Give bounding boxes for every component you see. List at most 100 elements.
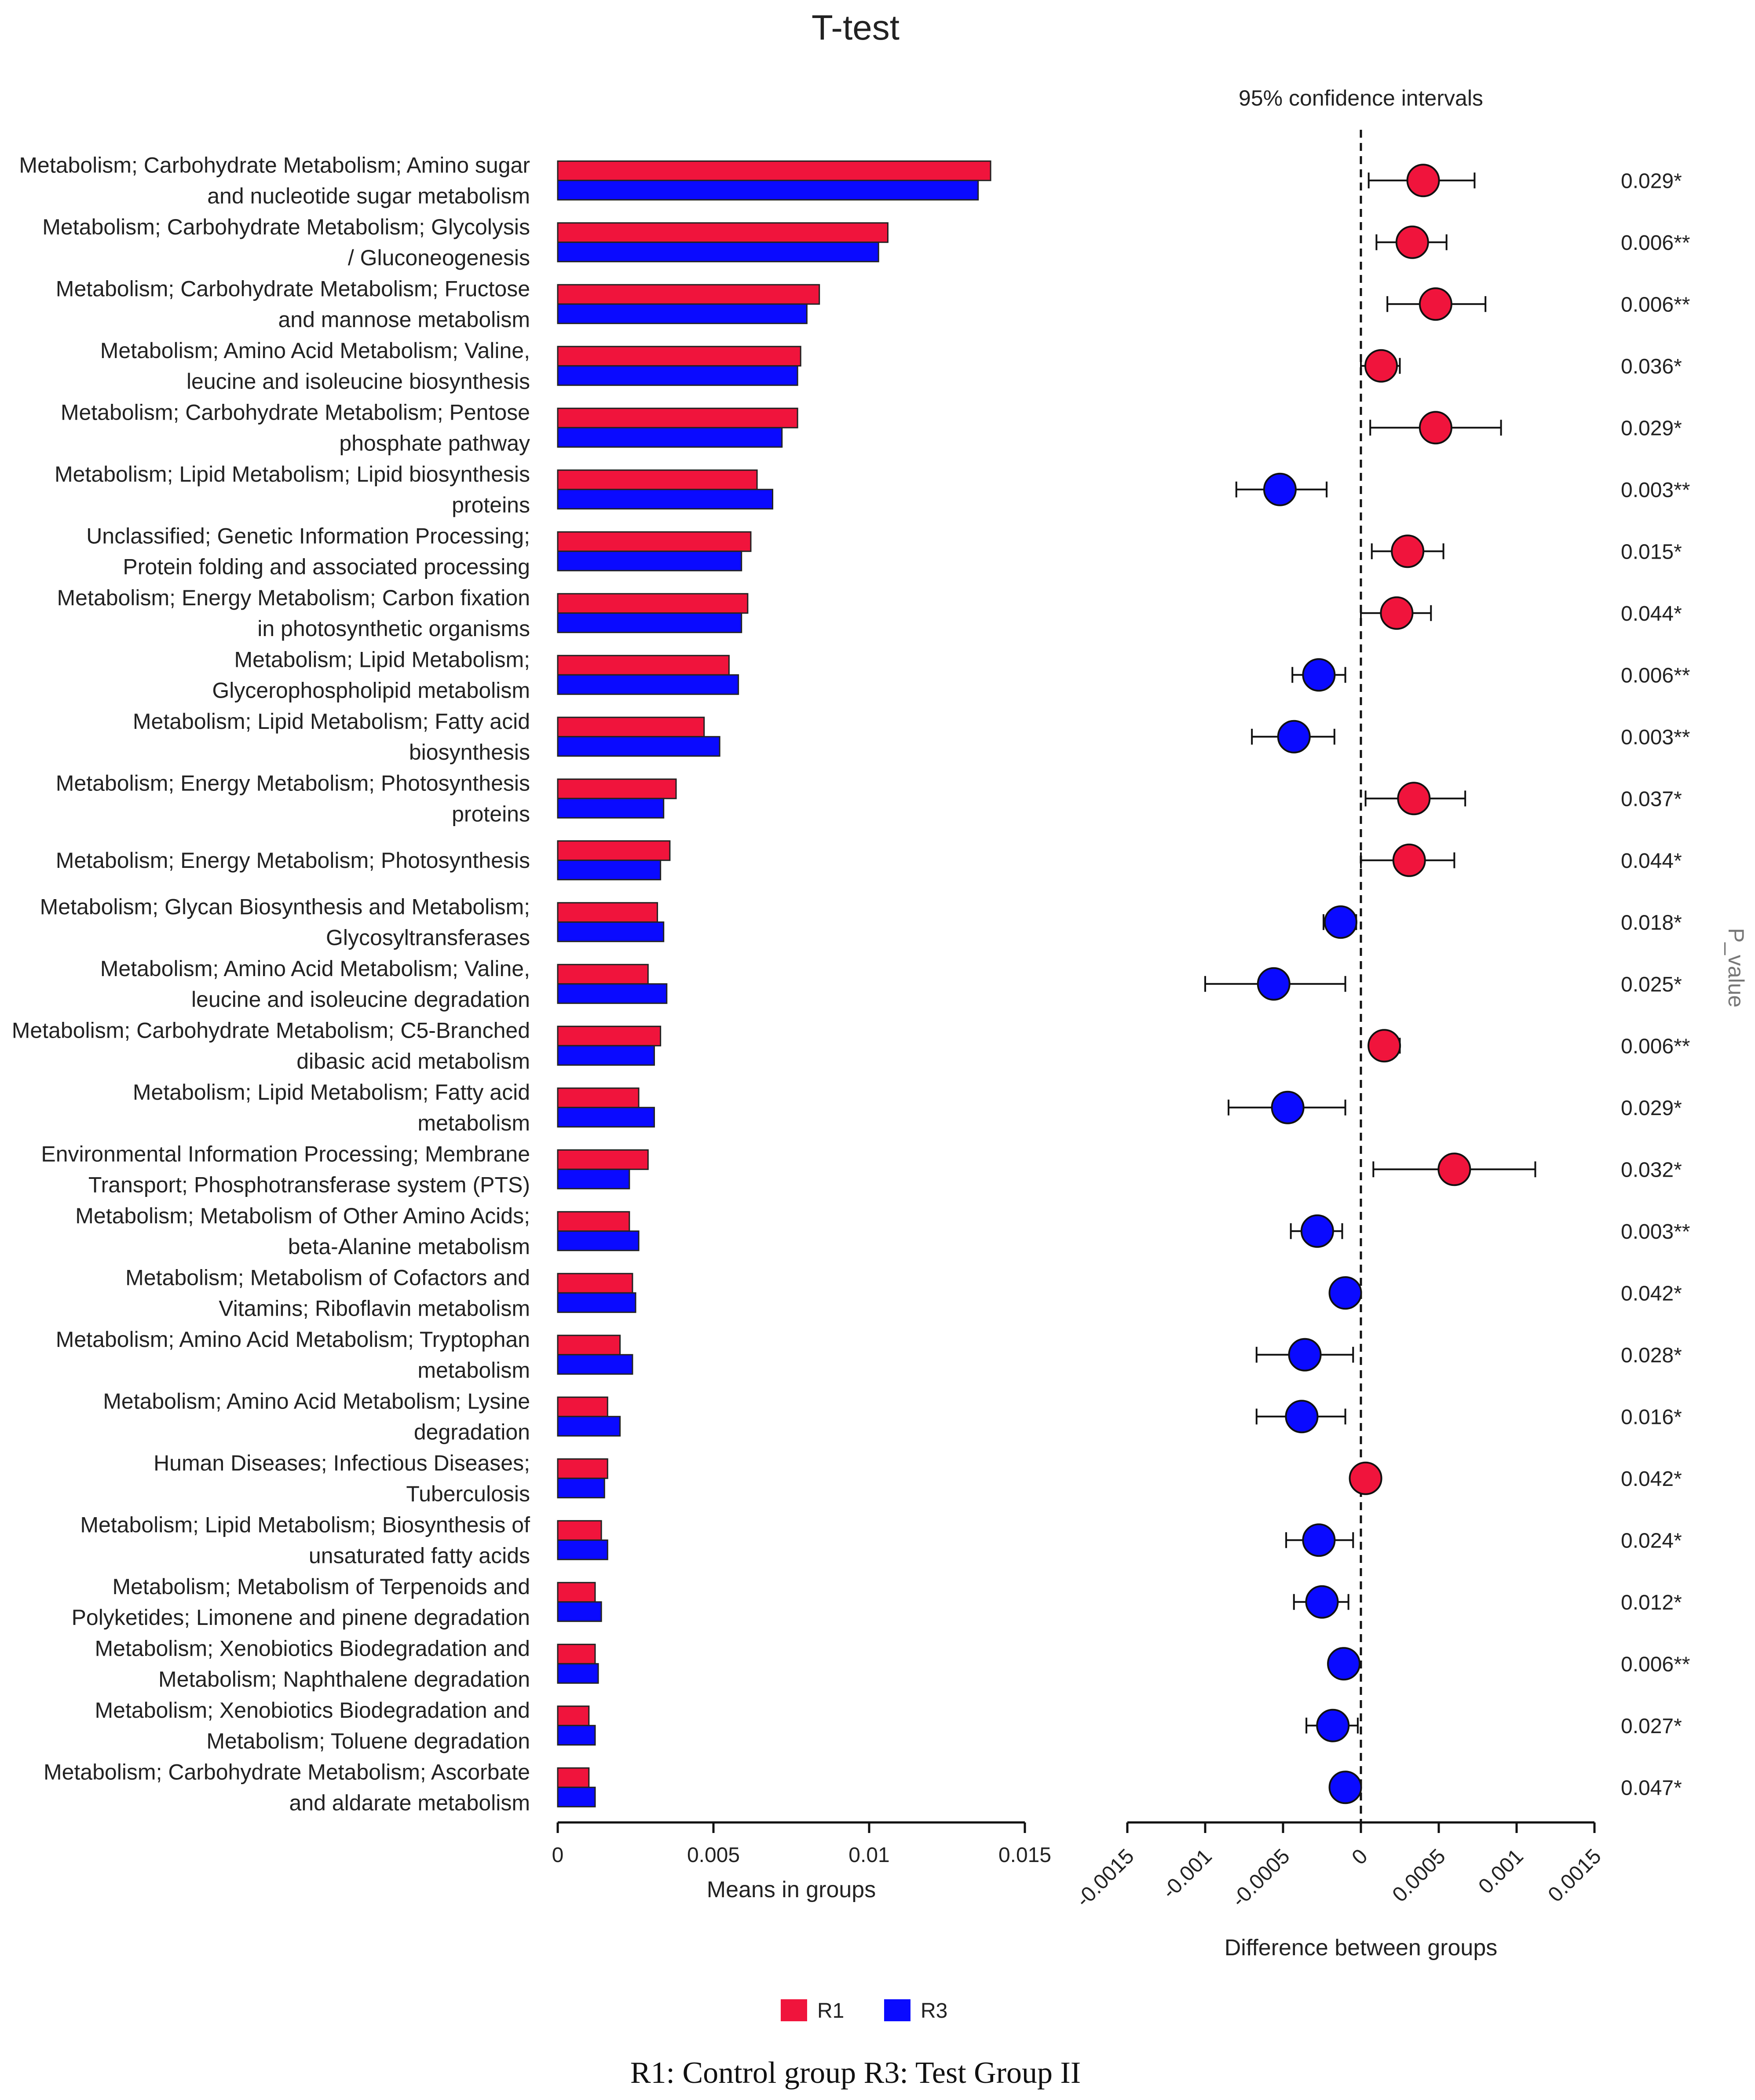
difference-point	[1397, 782, 1431, 816]
category-label: in photosynthetic organisms	[257, 616, 530, 641]
category-label: metabolism	[417, 1358, 530, 1383]
bar-r1	[557, 1335, 621, 1356]
category-label: Metabolism; Toluene degradation	[206, 1729, 530, 1753]
left-x-axis-title: Means in groups	[707, 1877, 876, 1902]
p-value-label: 0.003**	[1621, 479, 1690, 502]
category-label: dibasic acid metabolism	[296, 1049, 530, 1073]
right-x-axis-title: Difference between groups	[1225, 1935, 1498, 1961]
p-value-label: 0.044*	[1621, 602, 1682, 626]
difference-point	[1324, 905, 1357, 939]
bar-r1	[557, 655, 730, 676]
p-value-label: 0.006**	[1621, 1035, 1690, 1058]
bar-r3	[557, 1725, 596, 1746]
bar-r1	[557, 1520, 602, 1541]
right-x-tick-label: -0.0015	[1071, 1844, 1139, 1912]
bar-r1	[557, 1087, 640, 1109]
bar-r3	[557, 1230, 640, 1251]
left-x-tick-label: 0	[552, 1844, 564, 1867]
p-value-label: 0.006**	[1621, 1653, 1690, 1676]
figure-caption: R1: Control group R3: Test Group II	[630, 2056, 1081, 2090]
bar-r3	[557, 612, 742, 633]
difference-point	[1349, 1461, 1382, 1495]
chart-title: T-test	[812, 8, 899, 47]
difference-point	[1300, 1214, 1334, 1248]
difference-point	[1328, 1771, 1362, 1804]
left-x-tick-label: 0.005	[687, 1844, 740, 1867]
bar-r3	[557, 983, 668, 1004]
bar-r1	[557, 469, 758, 490]
p-value-label: 0.028*	[1621, 1344, 1682, 1367]
category-label: Metabolism; Carbohydrate Metabolism; Gly…	[42, 215, 530, 239]
category-label: Environmental Information Processing; Me…	[41, 1141, 530, 1166]
category-label: Metabolism; Xenobiotics Biodegradation a…	[95, 1636, 530, 1661]
p-value-label: 0.029*	[1621, 1097, 1682, 1120]
difference-point	[1305, 1585, 1339, 1619]
right-x-tick-label: 0.0005	[1388, 1844, 1450, 1906]
category-label: Metabolism; Energy Metabolism; Photosynt…	[56, 848, 530, 873]
category-label: Transport; Phosphotransferase system (PT…	[88, 1172, 530, 1197]
p-value-label: 0.003**	[1621, 726, 1690, 749]
p-value-label: 0.016*	[1621, 1405, 1682, 1429]
right-x-tick-label: 0.001	[1474, 1844, 1528, 1898]
category-label: Unclassified; Genetic Information Proces…	[86, 523, 530, 548]
p-value-label: 0.047*	[1621, 1776, 1682, 1800]
category-label: Vitamins; Riboflavin metabolism	[219, 1296, 530, 1321]
difference-point	[1302, 1523, 1336, 1557]
category-label: Metabolism; Amino Acid Metabolism; Valin…	[100, 338, 530, 363]
p-value-axis-label: P_value	[1724, 928, 1748, 1008]
category-label: Metabolism; Lipid Metabolism;	[234, 647, 530, 672]
category-label: Tuberculosis	[406, 1482, 530, 1506]
category-label: / Gluconeogenesis	[348, 245, 530, 270]
p-value-label: 0.018*	[1621, 911, 1682, 934]
difference-point	[1380, 596, 1414, 630]
bar-r3	[557, 1539, 608, 1560]
bar-r1	[557, 964, 649, 985]
category-label: Metabolism; Metabolism of Terpenoids and	[112, 1574, 530, 1599]
bar-r3	[557, 1292, 636, 1313]
bar-r3	[557, 550, 742, 571]
category-label: and mannose metabolism	[278, 307, 530, 332]
p-value-label: 0.042*	[1621, 1467, 1682, 1491]
bar-r1	[557, 1458, 608, 1479]
p-value-label: 0.027*	[1621, 1715, 1682, 1738]
p-value-label: 0.029*	[1621, 417, 1682, 440]
difference-point	[1288, 1338, 1322, 1372]
bar-r3	[557, 241, 879, 263]
category-label: Protein folding and associated processin…	[123, 554, 530, 579]
category-label: Metabolism; Energy Metabolism; Photosynt…	[56, 771, 530, 795]
bar-r1	[557, 1211, 630, 1232]
bar-r1	[557, 1396, 608, 1417]
difference-point	[1302, 658, 1336, 692]
bar-r3	[557, 1478, 605, 1499]
legend-label-r3: R3	[921, 1999, 947, 2023]
category-label: Metabolism; Energy Metabolism; Carbon fi…	[57, 585, 530, 610]
bar-r1	[557, 407, 798, 428]
bar-r1	[557, 593, 749, 614]
p-value-label: 0.003**	[1621, 1220, 1690, 1244]
bar-r3	[557, 860, 662, 881]
p-value-label: 0.015*	[1621, 540, 1682, 563]
left-x-tick-label: 0.01	[848, 1844, 889, 1867]
category-label: Metabolism; Naphthalene degradation	[158, 1667, 530, 1691]
bar-r1	[557, 717, 705, 738]
bar-r3	[557, 1168, 630, 1189]
difference-point	[1392, 843, 1426, 877]
category-label: Metabolism; Metabolism of Cofactors and	[125, 1265, 530, 1290]
difference-point	[1437, 1152, 1471, 1186]
bar-r3	[557, 179, 979, 201]
p-value-label: 0.037*	[1621, 787, 1682, 811]
bar-r3	[557, 303, 808, 324]
right-x-tick-label: 0	[1347, 1844, 1372, 1869]
category-label: Metabolism; Metabolism of Other Amino Ac…	[75, 1204, 530, 1228]
bar-r3	[557, 1663, 599, 1684]
difference-point	[1316, 1709, 1350, 1742]
bar-r3	[557, 427, 783, 448]
category-label: Human Diseases; Infectious Diseases;	[154, 1451, 530, 1475]
category-label: and nucleotide sugar metabolism	[207, 183, 530, 208]
bar-r1	[557, 1149, 649, 1170]
p-value-label: 0.006**	[1621, 231, 1690, 255]
bar-r1	[557, 346, 801, 367]
right-x-tick-label: 0.0015	[1543, 1844, 1605, 1906]
